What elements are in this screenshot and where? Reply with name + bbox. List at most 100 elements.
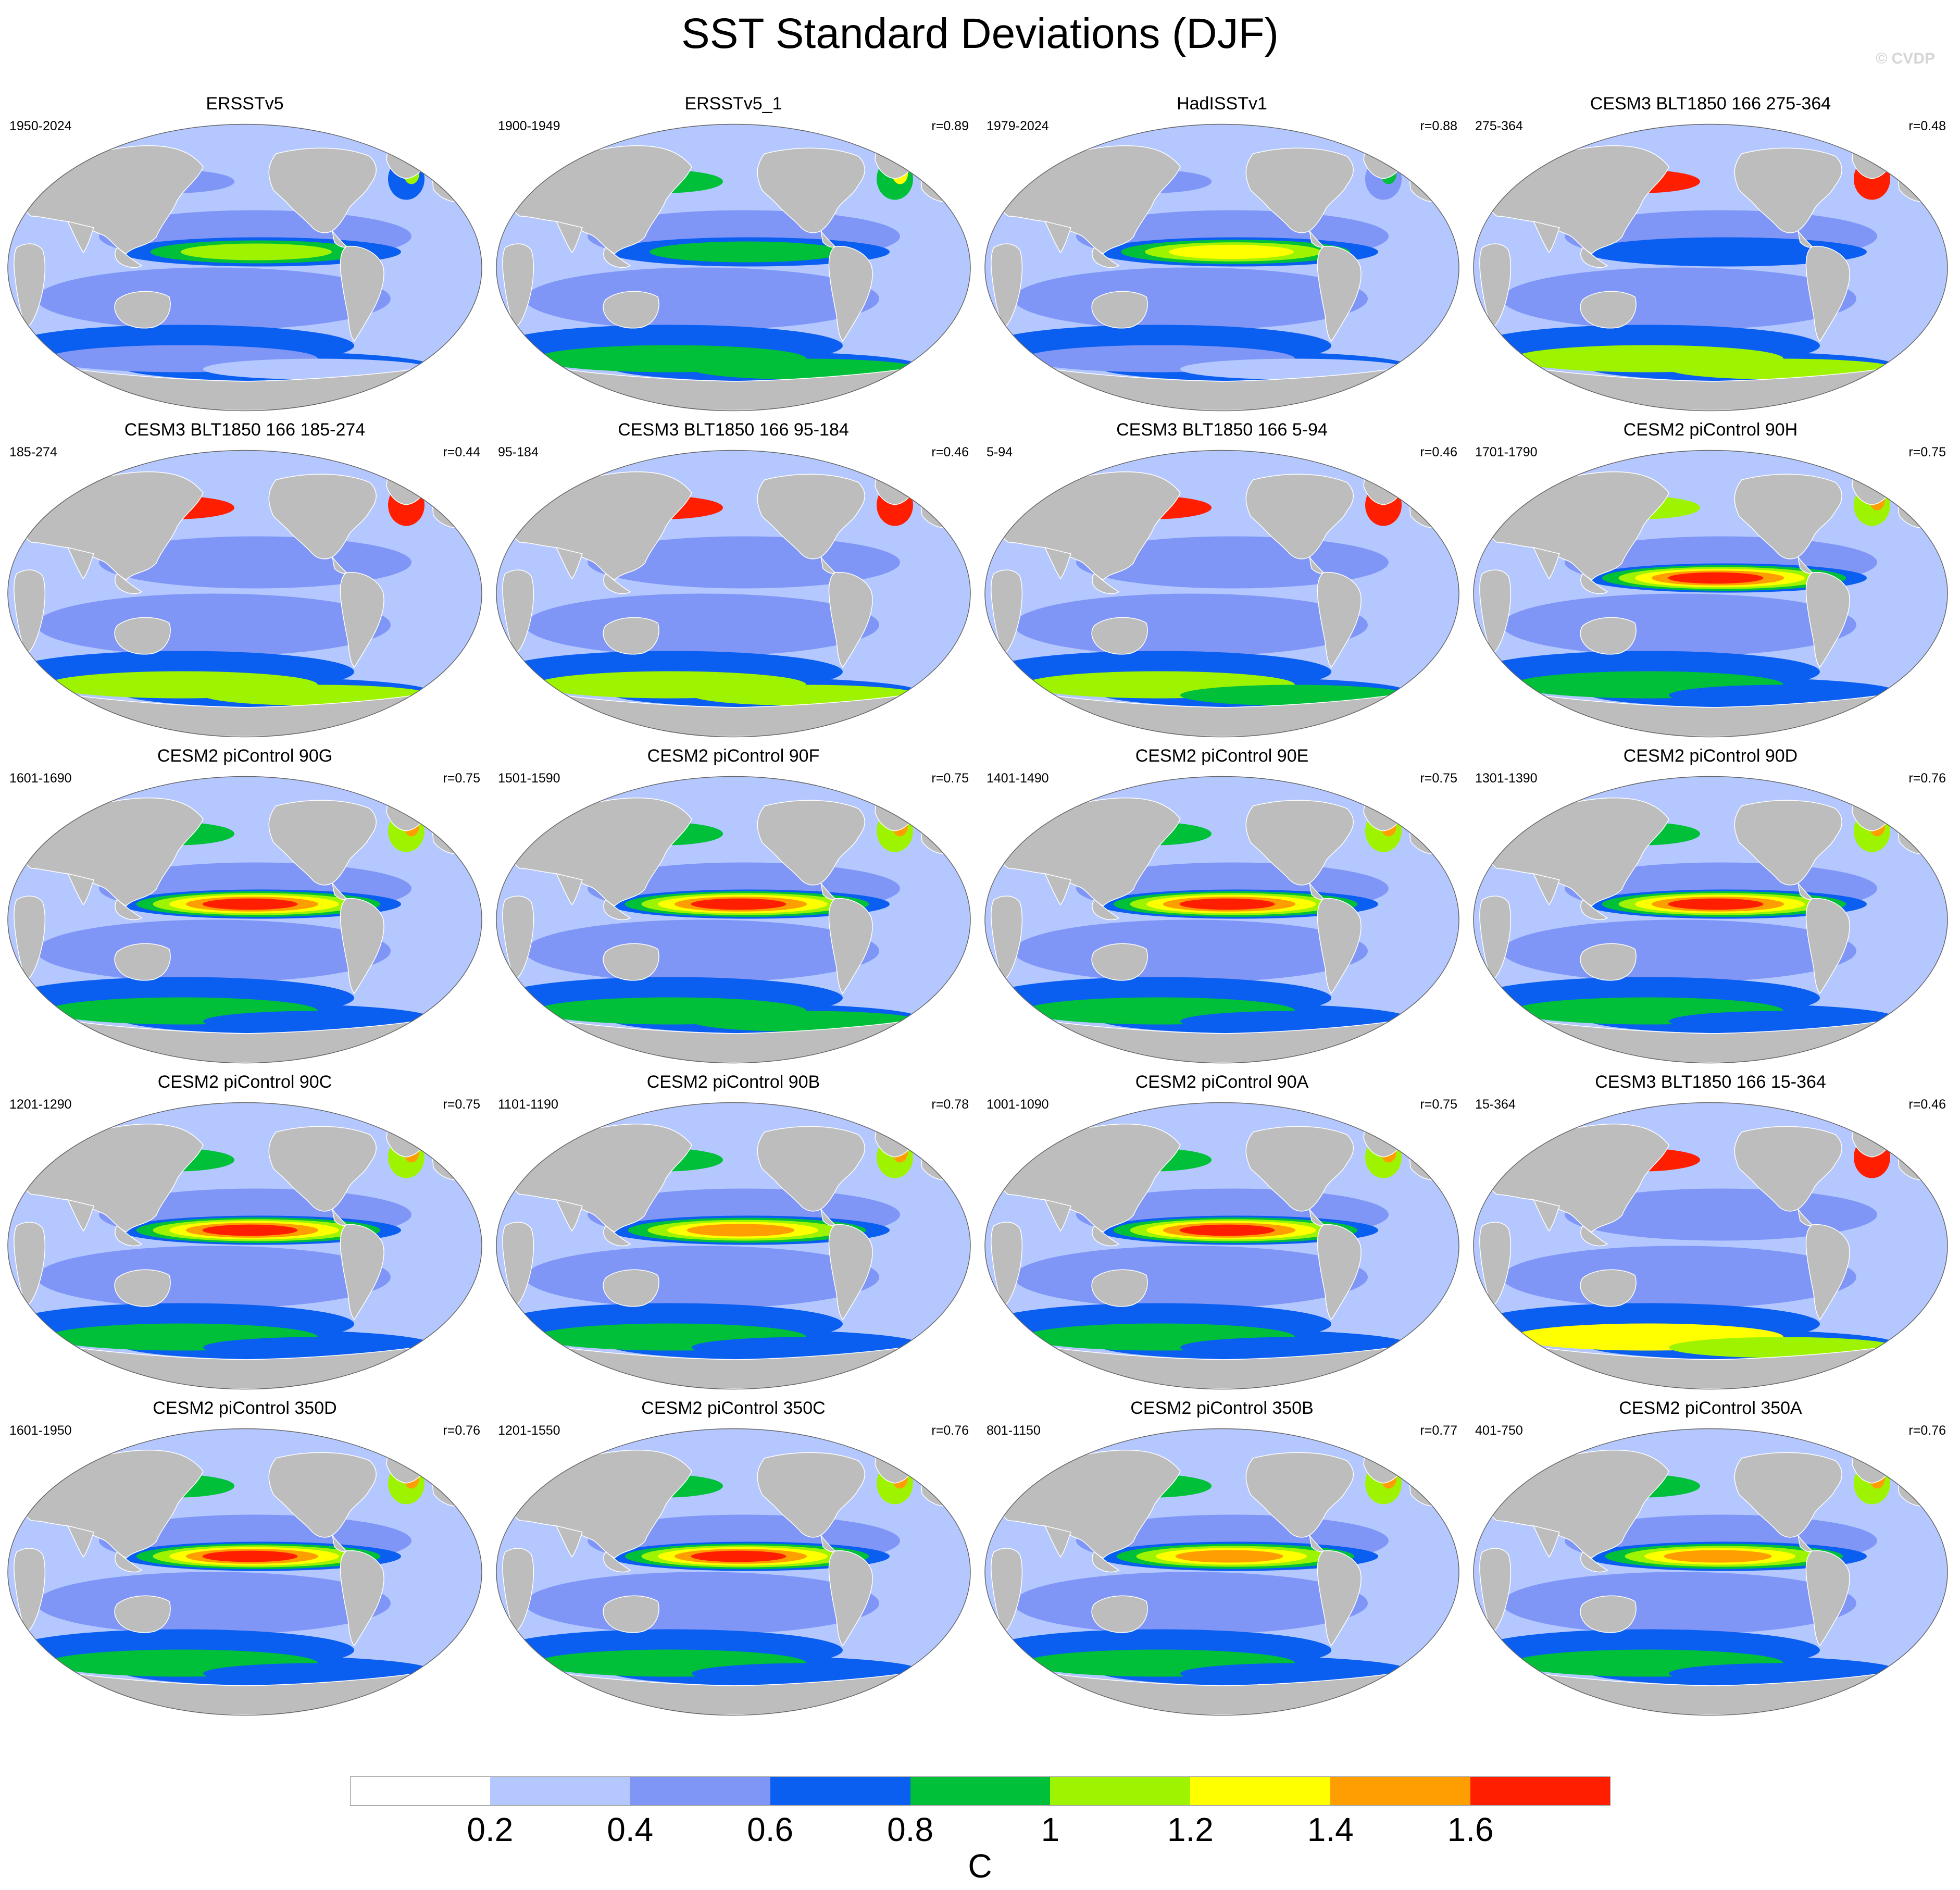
panel-pattern-correlation: r=0.77: [1420, 1423, 1457, 1438]
panel-pattern-correlation: r=0.75: [443, 771, 480, 786]
land-mass: [603, 291, 659, 329]
map-outline: [496, 1428, 971, 1716]
enso-tongue: [1668, 572, 1764, 584]
land-mass: [340, 571, 384, 668]
land-mass: [511, 1123, 692, 1233]
watermark: © CVDP: [1876, 50, 1935, 67]
sst-map: [1473, 1102, 1948, 1390]
land-mass: [991, 1548, 1023, 1634]
enso-tongue: [1664, 1550, 1772, 1563]
map-panel: CESM2 piControl 90H 1701-1790 r=0.75: [1466, 415, 1955, 740]
land-mass: [1245, 800, 1354, 886]
land-mass: [114, 943, 171, 981]
map-panel: CESM3 BLT1850 166 5-94 5-94 r=0.46: [977, 415, 1467, 740]
panel-pattern-correlation: r=0.44: [443, 445, 480, 459]
panel-period: 95-184: [498, 445, 539, 459]
panel-period: 1501-1590: [498, 771, 560, 786]
land-mass: [1479, 1548, 1512, 1634]
map-outline: [1473, 123, 1948, 412]
map-panel: CESM2 piControl 350D 1601-1950 r=0.76: [0, 1393, 490, 1719]
land-mass: [1479, 1222, 1512, 1308]
variability-band: [1014, 267, 1368, 330]
enso-tongue: [650, 241, 844, 263]
land-mass: [340, 245, 384, 342]
land-mass: [603, 1269, 659, 1307]
colorbar-tick-label: 1: [1041, 1811, 1060, 1848]
enso-tongue: [1169, 244, 1294, 259]
sst-map: [7, 1102, 482, 1390]
map-outline: [1473, 776, 1948, 1064]
variability-band: [525, 1572, 879, 1635]
map-panel: CESM2 piControl 90B 1101-1190 r=0.78: [489, 1067, 978, 1392]
colorbar-tick-label: 0.4: [607, 1811, 654, 1848]
sst-map: [7, 450, 482, 738]
variability-band: [36, 593, 391, 656]
land-mass: [828, 1550, 873, 1647]
sst-map: [496, 1428, 971, 1716]
land-mass: [115, 1551, 143, 1573]
land-mass: [1044, 873, 1072, 906]
land-mass: [603, 246, 631, 268]
land-mass: [1580, 291, 1637, 329]
land-mass: [1091, 1595, 1148, 1633]
land-mass: [23, 1449, 204, 1559]
land-mass: [1580, 1225, 1608, 1247]
land-mass: [1580, 1595, 1637, 1633]
land-mass: [268, 147, 377, 233]
panel-period: 1979-2024: [987, 119, 1049, 133]
panel-pattern-correlation: r=0.75: [1908, 445, 1946, 459]
land-mass: [1580, 899, 1608, 921]
sst-map: [7, 776, 482, 1064]
map-outline: [496, 776, 971, 1064]
panel-pattern-correlation: r=0.89: [931, 119, 969, 133]
variability-band: [1502, 919, 1856, 983]
enso-tongue: [1179, 1224, 1275, 1236]
map-outline: [984, 450, 1459, 738]
land-mass: [828, 571, 873, 668]
land-mass: [1805, 245, 1850, 342]
sst-map: [1473, 1428, 1948, 1716]
panel-title: ERSSTv5_1: [684, 94, 782, 114]
map-panel: HadISSTv1 1979-2024 r=0.88: [977, 89, 1467, 414]
sst-map: [984, 1428, 1459, 1716]
land-mass: [1245, 1126, 1354, 1212]
land-mass: [1734, 474, 1842, 559]
sst-map: [1473, 776, 1948, 1064]
land-mass: [1044, 1199, 1072, 1232]
land-mass: [1092, 899, 1120, 921]
land-mass: [757, 1452, 865, 1538]
colorbar-unit: C: [968, 1847, 992, 1885]
land-mass: [1580, 1551, 1608, 1573]
enso-tongue: [202, 1550, 298, 1562]
land-mass: [1580, 573, 1608, 594]
map-outline: [984, 1428, 1459, 1716]
colorbar-tick-label: 0.2: [467, 1811, 514, 1848]
map-outline: [984, 1102, 1459, 1390]
land-mass: [1805, 571, 1850, 668]
land-mass: [1532, 220, 1560, 254]
map-panel: CESM2 piControl 90F 1501-1590 r=0.75: [489, 741, 978, 1066]
panel-title: CESM2 piControl 90E: [1135, 746, 1309, 766]
colorbar-frame: [350, 1776, 1611, 1806]
colorbar-swatch: [910, 1776, 1051, 1806]
land-mass: [502, 896, 534, 981]
panel-period: 5-94: [987, 445, 1013, 459]
map-panel: CESM2 piControl 90C 1201-1290 r=0.75: [0, 1067, 490, 1392]
map-outline: [7, 123, 482, 412]
map-panel: CESM2 piControl 350A 401-750 r=0.76: [1466, 1393, 1955, 1719]
land-mass: [67, 220, 95, 254]
land-mass: [1245, 1452, 1354, 1538]
colorbar-tick-label: 1.4: [1307, 1811, 1354, 1848]
land-mass: [1734, 1126, 1842, 1212]
sst-map: [984, 1102, 1459, 1390]
variability-band: [1502, 1572, 1856, 1635]
land-mass: [1317, 245, 1362, 342]
map-panel: ERSSTv5_1 1900-1949 r=0.89: [489, 89, 978, 414]
land-mass: [511, 145, 692, 254]
panel-period: 1601-1950: [9, 1423, 72, 1438]
colorbar-tick-label: 0.6: [747, 1811, 794, 1848]
land-mass: [14, 569, 46, 655]
land-mass: [1489, 1449, 1669, 1559]
land-mass: [991, 243, 1023, 329]
variability-band: [1014, 1246, 1368, 1309]
